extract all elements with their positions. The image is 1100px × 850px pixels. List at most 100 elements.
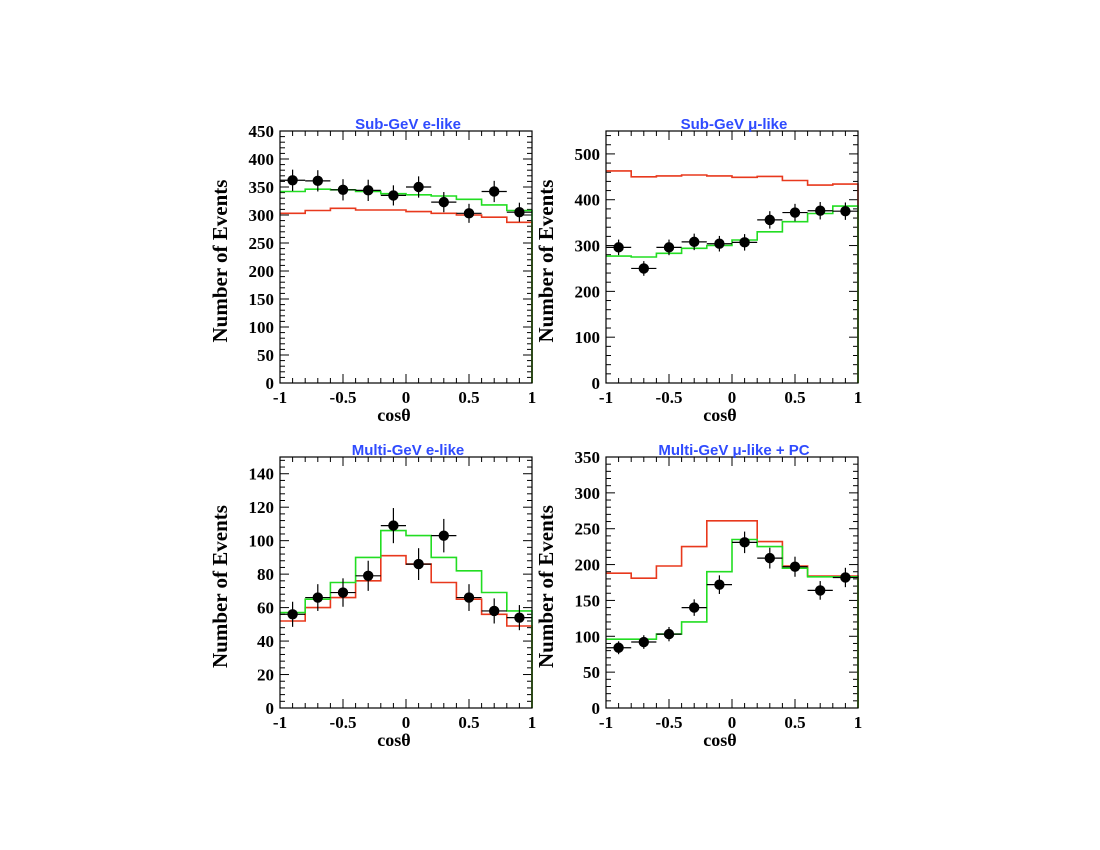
- data-marker: [789, 207, 801, 218]
- plot-frame: [279, 456, 533, 709]
- data-marker: [789, 561, 801, 572]
- data-marker: [815, 585, 826, 596]
- data-point: [305, 170, 331, 192]
- data-point: [406, 176, 432, 198]
- x-tick-label: 0.5: [458, 388, 479, 407]
- data-marker: [287, 609, 298, 620]
- y-tick-label: 140: [249, 465, 275, 484]
- data-point: [757, 211, 783, 229]
- y-tick-label: 200: [249, 262, 275, 281]
- data-marker: [438, 196, 449, 208]
- data-point: [807, 581, 833, 600]
- y-tick-label: 20: [257, 666, 274, 685]
- y-tick-label: 200: [575, 556, 601, 575]
- data-marker: [764, 552, 775, 564]
- panel-title: Multi-GeV μ-like + PC: [658, 442, 809, 459]
- y-tick-label: 250: [249, 234, 275, 253]
- data-marker: [363, 570, 374, 582]
- best-fit-histogram: [280, 529, 533, 708]
- x-tick-label: -1: [273, 713, 287, 732]
- x-tick-label: -1: [599, 388, 613, 407]
- x-axis-label: cosθ: [377, 730, 410, 750]
- y-tick-label: 50: [257, 346, 274, 365]
- y-tick-label: 120: [249, 498, 275, 517]
- data-marker: [489, 186, 500, 197]
- data-point: [406, 548, 432, 580]
- no-oscillation-histogram: [606, 170, 859, 383]
- x-tick-label: -0.5: [330, 713, 357, 732]
- y-tick-label: 100: [575, 328, 601, 347]
- y-tick-label: 400: [249, 150, 275, 169]
- panel-multi-gev-mu-like-pc: 0 50 100 150 200 250 300 350 -1 -0.5 0 0.5 1 cosθ Numb…: [534, 442, 862, 750]
- y-tick-label: 400: [575, 191, 601, 210]
- data-point: [355, 179, 381, 201]
- data-point: [380, 508, 406, 544]
- y-tick-label: 0: [592, 699, 601, 718]
- data-point: [280, 601, 306, 627]
- data-marker: [613, 242, 624, 253]
- data-point: [330, 179, 356, 201]
- y-axis-label: Number of Events: [208, 505, 232, 668]
- y-tick-label: 300: [575, 237, 601, 256]
- data-marker: [337, 184, 349, 195]
- no-oscillation-histogram: [280, 207, 533, 383]
- x-tick-label: -0.5: [656, 713, 683, 732]
- y-axis-label: Number of Events: [534, 180, 558, 343]
- panel-title: Sub-GeV e-like: [355, 116, 461, 133]
- data-marker: [514, 612, 525, 623]
- data-point: [706, 575, 732, 594]
- data-marker: [739, 237, 750, 248]
- x-axis-label: cosθ: [703, 405, 736, 425]
- data-marker: [337, 587, 349, 598]
- data-marker: [663, 628, 675, 640]
- data-point: [782, 556, 808, 577]
- y-tick-label: 0: [266, 374, 275, 393]
- data-point: [380, 185, 406, 206]
- data-marker: [689, 602, 700, 613]
- data-point: [355, 560, 381, 591]
- data-marker: [413, 181, 424, 193]
- data-point: [280, 169, 306, 191]
- x-tick-label: 1: [854, 388, 863, 407]
- data-point: [782, 203, 808, 222]
- y-tick-label: 350: [249, 178, 275, 197]
- plot-frame: [279, 130, 533, 384]
- data-point: [732, 234, 758, 251]
- data-marker: [815, 205, 826, 216]
- data-point: [732, 531, 758, 554]
- x-tick-label: 0.5: [784, 713, 805, 732]
- x-tick-label: 0.5: [784, 388, 805, 407]
- plot-frame: [605, 130, 859, 384]
- y-tick-label: 150: [575, 591, 601, 610]
- x-tick-label: 1: [528, 713, 537, 732]
- y-tick-label: 350: [575, 448, 601, 467]
- y-tick-label: 100: [249, 318, 275, 337]
- data-marker: [489, 605, 500, 617]
- x-axis-label: cosθ: [703, 730, 736, 750]
- data-marker: [689, 236, 700, 248]
- x-axis-label: cosθ: [377, 405, 410, 425]
- x-tick-label: 1: [528, 388, 537, 407]
- x-tick-label: -1: [273, 388, 287, 407]
- data-marker: [312, 175, 323, 187]
- x-tick-label: 0: [402, 713, 411, 732]
- data-marker: [840, 572, 851, 583]
- plot-frame: [605, 456, 859, 709]
- data-marker: [840, 205, 851, 217]
- data-marker: [714, 238, 725, 249]
- y-tick-label: 300: [575, 484, 601, 503]
- data-marker: [714, 579, 725, 590]
- data-point: [506, 605, 532, 631]
- y-axis-label: Number of Events: [208, 180, 232, 343]
- data-marker: [613, 642, 624, 653]
- data-marker: [463, 208, 475, 219]
- data-point: [807, 202, 833, 220]
- x-tick-label: -0.5: [656, 388, 683, 407]
- data-point: [456, 203, 482, 223]
- data-point: [631, 261, 657, 276]
- y-tick-label: 300: [249, 206, 275, 225]
- x-tick-label: -0.5: [330, 388, 357, 407]
- y-tick-label: 200: [575, 282, 601, 301]
- data-marker: [388, 520, 399, 531]
